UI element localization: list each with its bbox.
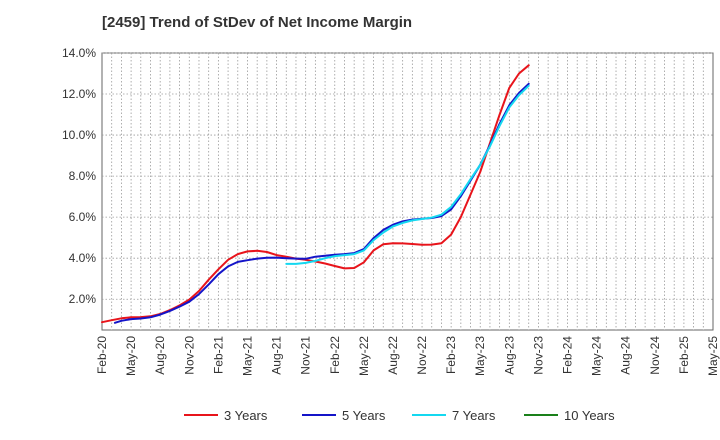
x-tick-label: Aug-21 — [270, 336, 284, 375]
legend-label: 10 Years — [564, 408, 615, 423]
x-tick-label: Aug-20 — [153, 336, 167, 375]
x-tick-label: Nov-23 — [531, 336, 545, 375]
grid-lines — [102, 52, 713, 330]
x-tick-label: Aug-23 — [502, 336, 516, 375]
y-tick-label: 4.0% — [69, 251, 97, 265]
x-tick-label: Feb-25 — [677, 336, 691, 374]
series-line-5-years — [113, 82, 530, 324]
legend-label: 5 Years — [342, 408, 386, 423]
x-tick-label: Nov-20 — [182, 336, 196, 375]
x-tick-label: Feb-23 — [444, 336, 458, 374]
x-tick-label: Aug-24 — [619, 336, 633, 375]
plot-area — [101, 52, 714, 331]
y-axis-tick-labels: 2.0% 4.0% 6.0% 8.0% 10.0% 12.0% 14.0% — [62, 46, 96, 306]
x-tick-label: May-21 — [240, 336, 254, 376]
x-axis-tick-labels: Feb-20 May-20 Aug-20 Nov-20 Feb-21 May-21 Aug-… — [95, 336, 720, 376]
x-tick-label: Nov-22 — [415, 336, 429, 375]
x-tick-label: May-22 — [357, 336, 371, 376]
y-tick-label: 8.0% — [69, 169, 97, 183]
series-lines — [101, 64, 530, 324]
legend-label: 7 Years — [452, 408, 496, 423]
y-tick-label: 6.0% — [69, 210, 97, 224]
x-tick-label: Nov-24 — [648, 336, 662, 375]
y-tick-label: 14.0% — [62, 46, 96, 60]
x-tick-label: Feb-21 — [211, 336, 225, 374]
y-tick-label: 12.0% — [62, 87, 96, 101]
legend: 3 Years 5 Years 7 Years 10 Years — [184, 408, 615, 423]
y-tick-label: 10.0% — [62, 128, 96, 142]
x-tick-label: Feb-24 — [561, 336, 575, 374]
x-tick-label: May-20 — [124, 336, 138, 376]
x-tick-label: May-23 — [473, 336, 487, 376]
x-tick-label: Feb-22 — [328, 336, 342, 374]
series-line-7-years — [285, 84, 530, 265]
y-tick-label: 2.0% — [69, 292, 97, 306]
x-tick-label: Feb-20 — [95, 336, 109, 374]
x-tick-label: Aug-22 — [386, 336, 400, 375]
x-tick-label: May-24 — [590, 336, 604, 376]
x-tick-label: May-25 — [706, 336, 720, 376]
chart-title: [2459] Trend of StDev of Net Income Marg… — [102, 14, 413, 31]
x-tick-label: Nov-21 — [299, 336, 313, 375]
legend-label: 3 Years — [224, 408, 268, 423]
